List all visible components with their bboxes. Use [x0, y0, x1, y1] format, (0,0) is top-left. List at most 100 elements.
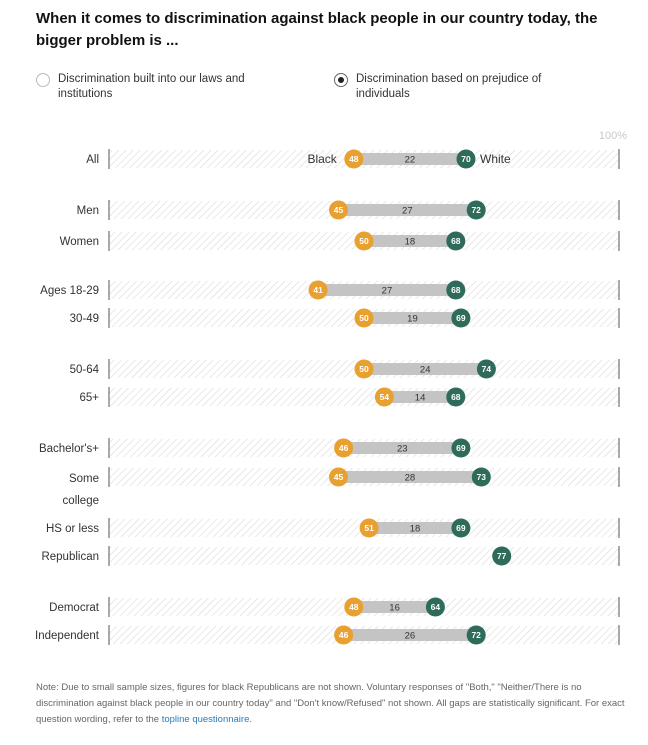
gap-label: 14: [415, 393, 426, 404]
gap-bar: [338, 471, 482, 483]
black-dot: [329, 200, 348, 220]
black-value: 51: [364, 523, 374, 533]
black-dot: [344, 597, 364, 617]
row-label-some-college-line0: Some: [69, 473, 99, 485]
gap-label: 26: [405, 631, 416, 642]
white-dot: [451, 308, 471, 328]
row-label-republican: Republican: [41, 551, 99, 563]
black-dot: [329, 467, 348, 487]
white-value: 68: [451, 236, 461, 246]
gap-bar: [343, 629, 477, 641]
black-dot: [354, 359, 374, 379]
chart-title: When it comes to discrimination against …: [36, 10, 598, 49]
gap-bar: [364, 235, 456, 247]
gap-label: 27: [402, 206, 413, 217]
white-dot: [446, 231, 466, 251]
gap-bar: [353, 153, 466, 165]
gap-bar: [343, 442, 461, 454]
black-dot: [344, 149, 364, 169]
row-label-all: All: [86, 154, 99, 166]
white-dot: [446, 387, 466, 407]
row-label-65-: 65+: [79, 392, 99, 404]
black-value: 48: [349, 154, 359, 164]
gap-bar: [369, 522, 461, 534]
white-dot: [466, 625, 486, 645]
legend-label-institutions: Discrimination built into our laws and i…: [58, 73, 245, 100]
black-value: 46: [339, 630, 349, 640]
row-label-30-49: 30-49: [70, 313, 99, 325]
black-value: 50: [359, 313, 369, 323]
white-value: 70: [461, 154, 471, 164]
row-background: [109, 547, 619, 565]
note-end: .: [249, 714, 253, 725]
series-label-black: Black: [307, 152, 337, 166]
row-label-bachelor-s-: Bachelor's+: [39, 443, 99, 455]
white-dot: [446, 280, 466, 300]
gap-bar: [364, 363, 487, 375]
white-value: 69: [456, 313, 466, 323]
legend-item-institutions: Discrimination built into our laws and i…: [36, 72, 286, 102]
white-value: 73: [477, 472, 487, 482]
gap-bar: [353, 601, 436, 613]
row-label-independent: Independent: [35, 630, 100, 642]
gap-bar: [384, 391, 456, 403]
row-label-some-college-line1: college: [63, 495, 99, 507]
white-dot: [492, 546, 512, 566]
white-value: 69: [456, 443, 466, 453]
white-value: 72: [471, 205, 481, 215]
black-value: 50: [359, 364, 369, 374]
white-value: 72: [471, 630, 481, 640]
row-label-ages-18-29: Ages 18-29: [40, 285, 99, 297]
gap-label: 16: [389, 603, 400, 614]
black-dot: [308, 280, 328, 300]
chart-note: Note: Due to small sample sizes, figures…: [36, 680, 632, 728]
black-dot: [334, 625, 354, 645]
white-dot: [476, 359, 496, 379]
row-label-hs-or-less: HS or less: [46, 523, 99, 535]
legend-label-individuals: Discrimination based on prejudice of ind…: [356, 73, 542, 100]
row-label-democrat: Democrat: [49, 602, 100, 614]
white-value: 64: [431, 602, 441, 612]
row-background: [109, 388, 619, 406]
gap-label: 23: [397, 444, 408, 455]
note-text: Note: Due to small sample sizes, figures…: [36, 682, 625, 725]
gap-bar: [364, 312, 461, 324]
gap-label: 24: [420, 365, 431, 376]
row-label-women: Women: [60, 236, 99, 248]
black-value: 45: [334, 472, 344, 482]
white-dot: [471, 467, 491, 487]
black-value: 41: [313, 285, 323, 295]
black-value: 54: [380, 392, 390, 402]
white-value: 77: [497, 551, 507, 561]
white-value: 68: [451, 392, 461, 402]
black-dot: [359, 518, 379, 538]
topline-questionnaire-link[interactable]: topline questionnaire: [161, 714, 250, 725]
white-value: 68: [451, 285, 461, 295]
gap-label: 27: [382, 286, 393, 297]
series-label-white: White: [480, 152, 511, 166]
white-value: 69: [456, 523, 466, 533]
black-value: 46: [339, 443, 349, 453]
radio-empty-icon: [36, 73, 50, 87]
radio-selected-icon: [334, 73, 348, 87]
row-label-men: Men: [77, 205, 99, 217]
black-dot: [374, 387, 394, 407]
white-value: 74: [482, 364, 492, 374]
gap-label: 19: [407, 314, 418, 325]
white-dot: [456, 149, 476, 169]
black-value: 48: [349, 602, 359, 612]
legend-item-individuals: Discrimination based on prejudice of ind…: [334, 72, 584, 102]
white-dot: [451, 518, 471, 538]
black-dot: [334, 438, 354, 458]
axis-max-label: 100%: [599, 130, 627, 142]
white-dot: [466, 200, 486, 220]
gap-label: 18: [410, 524, 421, 535]
white-dot: [451, 438, 471, 458]
gap-label: 28: [405, 473, 416, 484]
gap-bar: [338, 204, 477, 216]
black-dot: [354, 308, 374, 328]
gap-label: 22: [405, 155, 416, 166]
gap-bar: [318, 284, 456, 296]
gap-label: 18: [405, 237, 416, 248]
row-label-50-64: 50-64: [70, 364, 100, 376]
